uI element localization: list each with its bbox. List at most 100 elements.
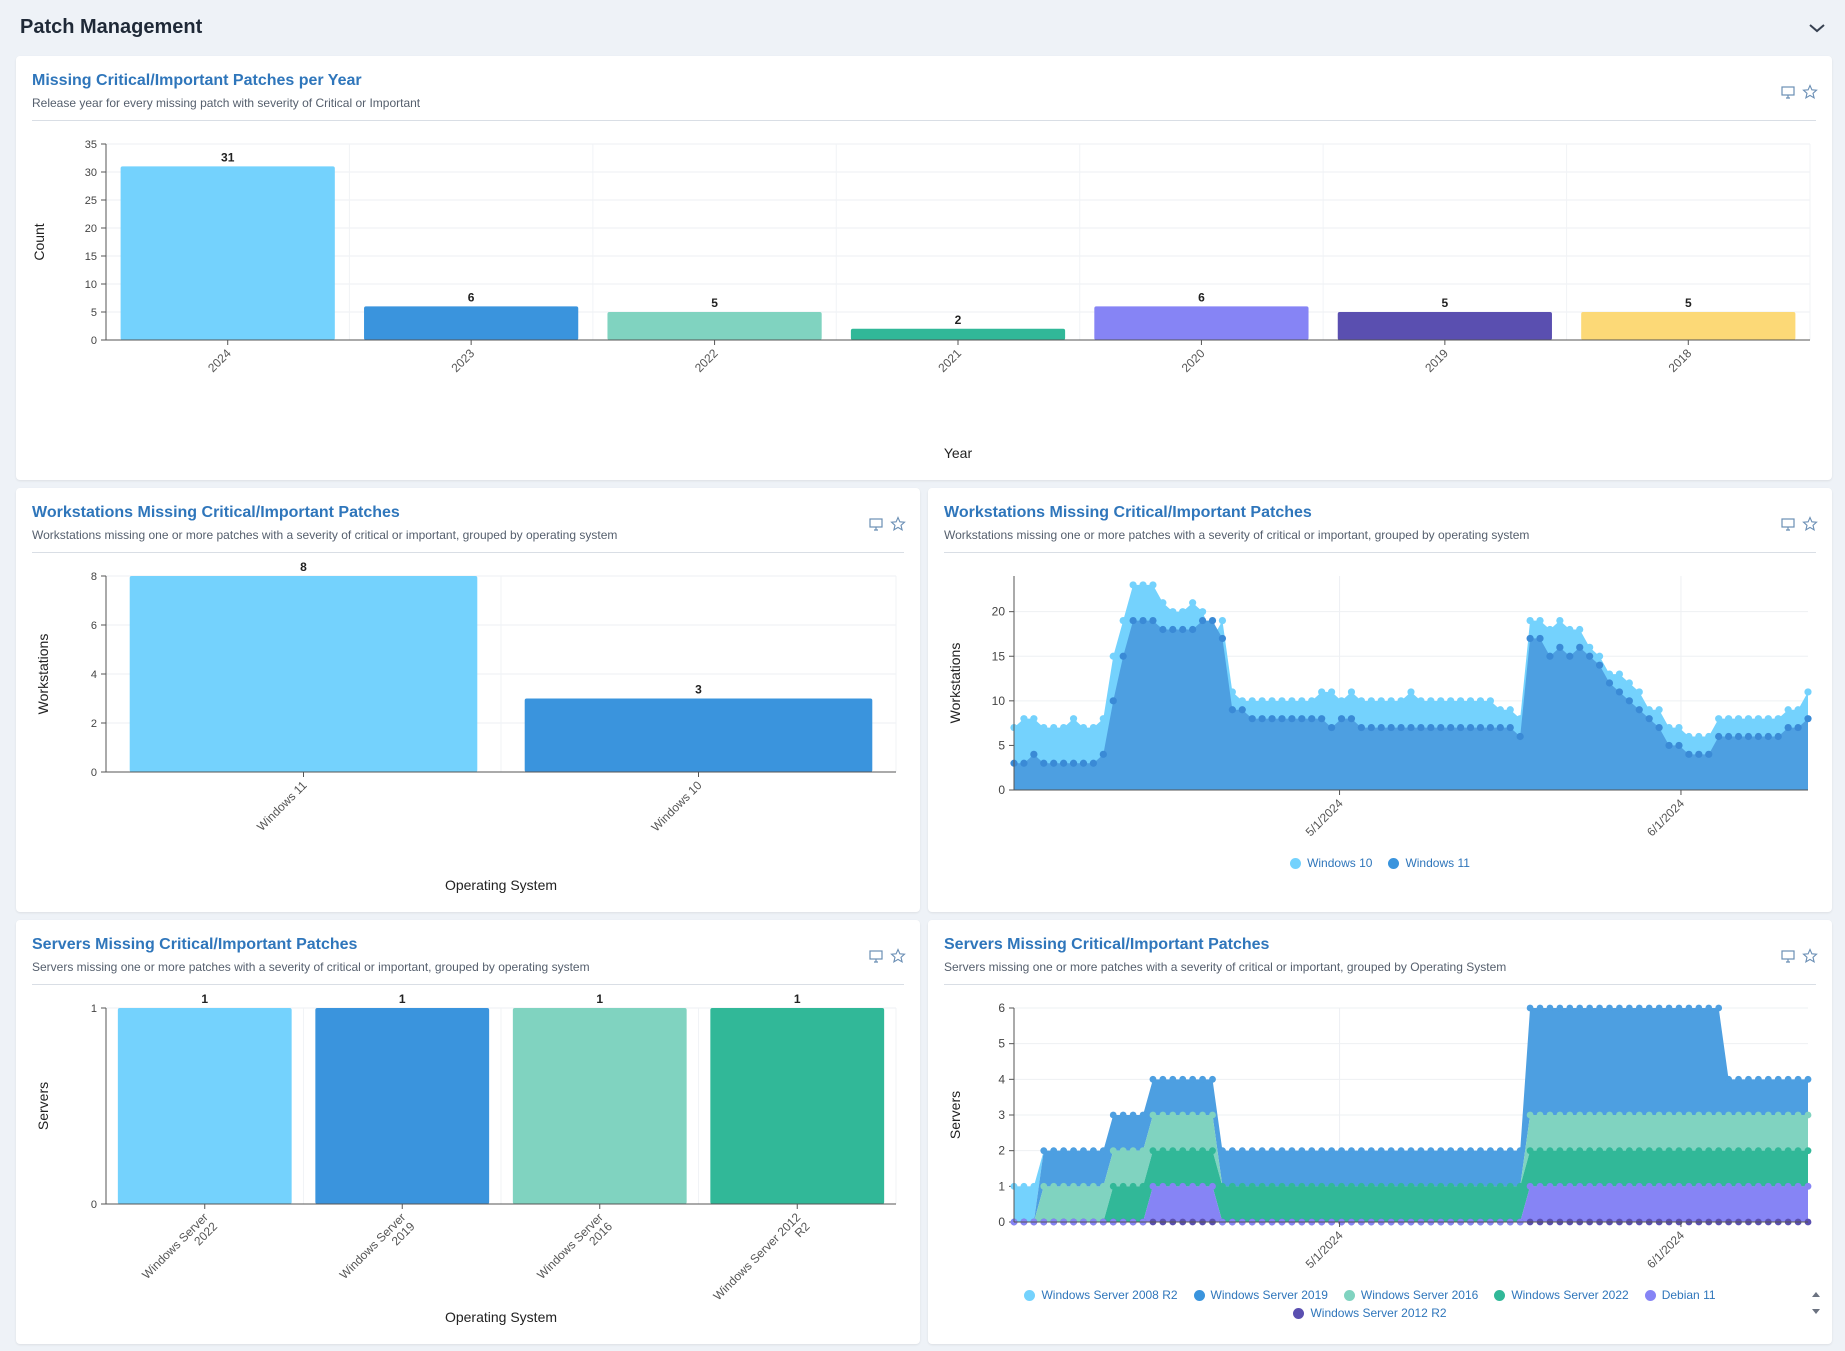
data-point [1139,616,1147,625]
data-point [1804,1075,1812,1083]
data-point [1169,1147,1177,1155]
monitor-icon[interactable] [1780,84,1796,100]
data-point [1576,1182,1584,1190]
legend-item[interactable]: Windows 10 [1290,856,1372,870]
data-point [1080,1182,1087,1190]
data-point [1367,1182,1375,1190]
data-point [1109,1111,1117,1119]
data-point [1149,1182,1157,1190]
data-point [1526,1111,1534,1119]
data-point [1427,723,1435,732]
data-point [1486,697,1494,705]
data-point [1218,634,1227,643]
data-point [1278,1147,1286,1155]
data-label: 5 [711,296,718,310]
card-subtitle: Workstations missing one or more patches… [944,528,1530,542]
data-point [1109,1147,1117,1155]
data-label: 1 [201,992,208,1006]
data-point [1169,1075,1177,1083]
data-point [1675,1147,1683,1155]
data-point [1496,723,1504,732]
star-icon[interactable] [1802,84,1818,100]
data-point [1328,688,1336,696]
data-point [1298,697,1306,705]
data-point [1794,1111,1802,1119]
monitor-icon[interactable] [1780,516,1796,532]
data-point [1745,1111,1752,1119]
data-point [1635,688,1643,696]
card-title: Servers Missing Critical/Important Patch… [944,936,1270,953]
data-point [1129,1182,1137,1190]
x-axis-label: Year [944,445,973,461]
data-point [1219,1147,1226,1155]
workstations-area-chart: 0 5 10 15 20 5/1/2024 6/1/2024 Workstations [947,576,1812,839]
legend-item[interactable]: Windows Server 2012 R2 [1293,1306,1447,1320]
monitor-icon[interactable] [1780,948,1796,964]
data-point [1338,1182,1345,1190]
data-point [1576,1004,1584,1012]
data-point [1616,1111,1623,1119]
data-point [1397,697,1405,705]
data-point [1774,1111,1782,1119]
data-point [1645,1147,1653,1155]
data-point [1477,1182,1484,1190]
data-point [1635,1004,1643,1012]
y-tick-label: 0 [91,767,97,779]
legend-item[interactable]: Windows Server 2019 [1193,1288,1328,1302]
data-point [1695,1147,1703,1155]
data-point [1546,1182,1554,1190]
data-point [1556,643,1564,651]
card-subtitle: Servers missing one or more patches with… [944,960,1507,974]
data-point [1060,723,1068,732]
y-tick-label: 5 [91,307,97,319]
data-point [1337,697,1346,705]
data-point [1476,723,1485,732]
data-point [1615,688,1624,696]
data-point [1248,697,1256,705]
data-point [1655,1182,1663,1190]
data-point [1616,1182,1623,1190]
y-tick-label: 4 [998,1072,1005,1086]
legend-item[interactable]: Debian 11 [1644,1288,1716,1302]
data-point [1437,723,1445,732]
data-point [1060,759,1068,767]
data-point [1784,1147,1792,1155]
bar [850,328,1066,340]
data-point [1705,732,1713,741]
data-point [1129,616,1137,625]
monitor-icon[interactable] [868,948,884,964]
data-point [1030,1182,1038,1190]
star-icon[interactable] [890,948,906,964]
data-point [1606,1182,1613,1190]
data-point [1586,1004,1594,1012]
data-point [1159,1111,1167,1119]
legend-item[interactable]: Windows Server 2008 R2 [1024,1288,1178,1302]
legend-item[interactable]: Windows 11 [1388,856,1470,870]
data-point [1248,1147,1256,1155]
patches-per-year-chart: 0 5 10 15 20 25 30 35 31 2024 6 2023 5 2022 2 2021 6 2020… [31,139,1811,461]
bar [315,1008,490,1204]
data-point [1149,1147,1157,1155]
chevron-down-icon[interactable] [1807,18,1827,38]
legend-scroll-control[interactable] [1810,1288,1822,1318]
monitor-icon[interactable] [868,516,884,532]
y-tick-label: 10 [992,694,1006,708]
data-point [1486,723,1494,732]
divider [32,552,904,553]
legend-item[interactable]: Windows Server 2016 [1343,1288,1478,1302]
data-point [1586,1182,1594,1190]
data-point [1089,759,1097,767]
star-icon[interactable] [1802,948,1818,964]
data-point [1625,697,1633,705]
star-icon[interactable] [890,516,906,532]
star-icon[interactable] [1802,516,1818,532]
data-point [1467,1147,1474,1155]
data-point [1606,1147,1613,1155]
section-header: Patch Management [0,0,1845,56]
data-point [1735,1182,1742,1190]
data-point [1476,697,1485,705]
data-point [1357,1182,1365,1190]
data-point [1129,1147,1137,1155]
data-point [1099,1147,1107,1155]
legend-item[interactable]: Windows Server 2022 [1494,1288,1629,1302]
